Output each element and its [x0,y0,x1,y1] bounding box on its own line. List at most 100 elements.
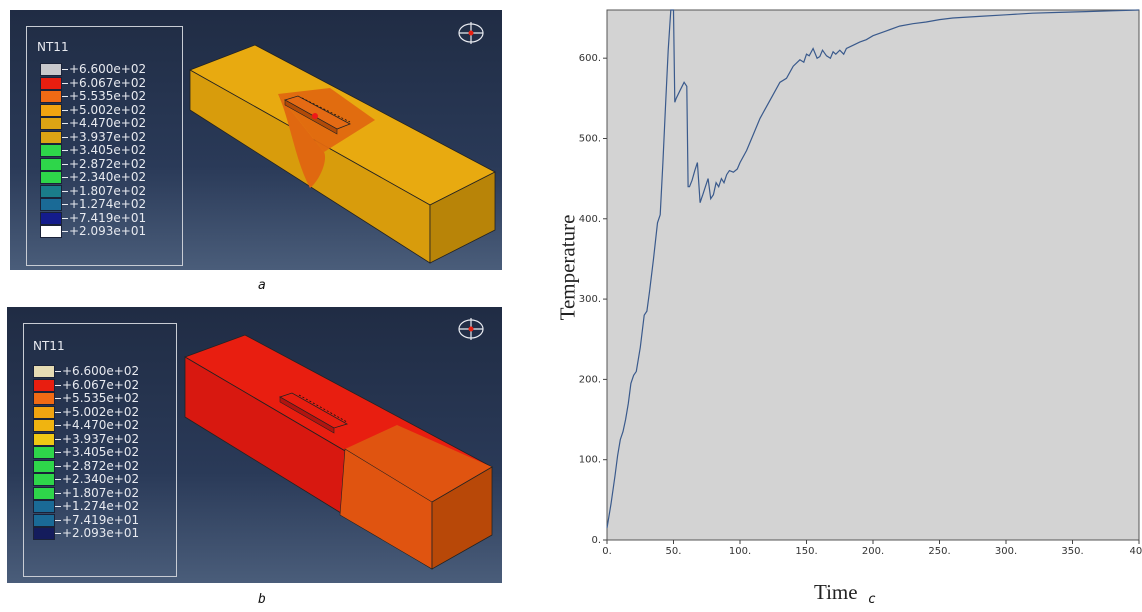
legend-label: +6.600e+02 [62,364,140,378]
x-tick-label: 100. [729,546,751,557]
legend-swatch [33,405,55,419]
y-tick-label: 300. [579,294,601,305]
legend-tick [62,136,68,138]
y-tick-label: 600. [579,53,601,64]
legend-swatch [40,171,62,184]
legend-tick [55,398,61,399]
legend-tick [62,190,68,192]
y-tick-label: 200. [579,374,601,385]
legend-swatch [33,486,55,500]
legend-tick [55,492,61,494]
legend-label: +2.872e+02 [69,156,147,171]
legend-swatch [33,446,55,459]
legend-swatch [40,211,62,225]
legend-swatch [40,198,62,211]
legend-label: +2.340e+02 [69,170,147,184]
y-tick-label: 100. [579,455,601,466]
legend-swatch [33,378,55,392]
legend-label: +5.002e+02 [69,102,147,117]
x-tick-label: 200. [862,546,884,557]
legend-swatch [40,103,62,117]
caption-b: b [258,592,266,607]
y-tick-label: 400. [579,214,601,225]
legend-swatch [40,225,62,238]
contour-panel-b: NT11 +6.600e+02 +6.067e+02 +5.535e+02 +5.00… [7,307,502,583]
legend-tick [62,96,68,97]
legend-tick [55,506,61,507]
legend-label: +7.419e+01 [69,210,147,225]
legend-swatch [40,184,62,198]
x-tick-label: 0. [602,546,612,557]
legend-tick [55,411,61,413]
legend-swatch [40,144,62,157]
legend-label: +5.535e+02 [62,391,140,405]
x-tick-label: 150. [795,546,817,557]
legend-swatch [40,63,62,76]
legend-swatch [40,76,62,90]
x-axis-label: Time [814,580,858,604]
contour-panel-a: NT11 +6.600e+02 +6.067e+02 +5.535e+02 +5.00… [10,10,502,270]
y-tick-label: 500. [579,133,601,144]
legend-label: +3.405e+02 [62,445,140,459]
legend-tick [55,371,61,372]
legend-swatch [33,513,55,527]
legend-tick [62,123,68,124]
x-tick-label: 50. [666,546,682,557]
legend-label: +1.807e+02 [62,485,140,500]
plot-area [606,9,1140,541]
caption-c: c [868,592,876,607]
legend-label: +7.419e+01 [62,512,140,527]
legend-tick [55,465,61,467]
legend-tick [55,452,61,453]
legend-tick [62,109,68,111]
legend-swatch [40,117,62,130]
legend-swatch [33,365,55,378]
legend-label: +5.535e+02 [69,89,147,103]
legend-tick [55,519,61,521]
legend-label: +6.067e+02 [62,377,140,392]
legend-tick [55,438,61,440]
legend-swatch [33,527,55,540]
legend-label: +2.093e+01 [69,224,147,238]
legend-label: +1.274e+02 [62,499,140,513]
legend-label: +2.340e+02 [62,472,140,486]
legend-swatch [33,392,55,405]
legend-label: +3.937e+02 [62,431,140,446]
legend-label: +6.067e+02 [69,75,147,90]
caption-a: a [258,278,266,293]
legend-swatch [33,419,55,432]
legend-label: +2.093e+01 [62,526,140,540]
legend-swatch [33,473,55,486]
legend-label: +1.807e+02 [69,183,147,198]
x-tick-label: 400 [1129,546,1142,557]
legend-label: +6.600e+02 [69,62,147,76]
legend-swatch [40,90,62,103]
legend-swatch [33,432,55,446]
legend-label: +4.470e+02 [69,116,147,130]
legend-tick [62,163,68,165]
legend-title: NT11 [37,40,69,54]
legend-box: NT11 +6.600e+02 +6.067e+02 +5.535e+02 +5.00… [23,323,177,577]
legend-tick [55,425,61,426]
legend-label: +3.937e+02 [69,129,147,144]
legend-tick [55,384,61,386]
legend-tick [62,204,68,205]
x-tick-label: 250. [928,546,950,557]
legend-label: +3.405e+02 [69,143,147,157]
x-tick-label: 350. [1061,546,1083,557]
legend-tick [62,150,68,151]
legend-label: +2.872e+02 [62,458,140,473]
legend-tick [55,533,61,534]
beam-model-b [184,334,493,570]
legend-tick [62,177,68,178]
legend-label: +4.470e+02 [62,418,140,432]
legend-title: NT11 [33,339,65,353]
legend-tick [62,217,68,219]
view-triad-icon [458,22,484,44]
legend-swatch [33,459,55,473]
legend-tick [62,231,68,232]
legend-label: +1.274e+02 [69,197,147,211]
legend-swatch [33,500,55,513]
temperature-series-line [606,9,1140,529]
